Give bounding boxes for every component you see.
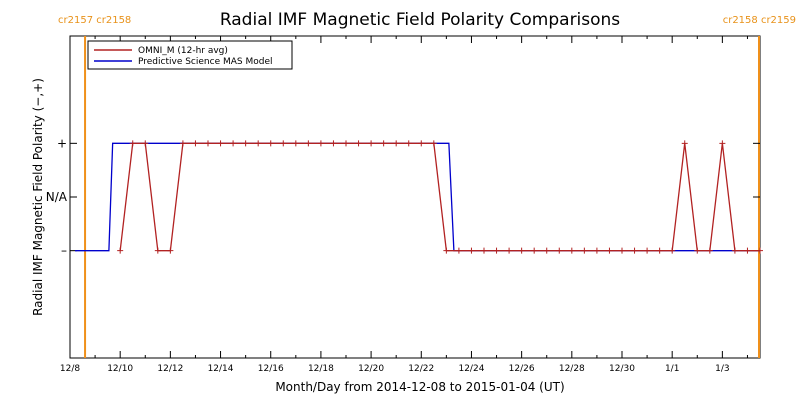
series-point xyxy=(142,140,149,147)
series-point xyxy=(267,140,274,147)
x-tick-label: 12/14 xyxy=(208,364,234,374)
series-point xyxy=(393,140,400,147)
series-point xyxy=(255,140,262,147)
series-point xyxy=(418,140,425,147)
series-point xyxy=(681,140,688,147)
series-point xyxy=(669,247,676,254)
x-tick-label: 12/18 xyxy=(308,364,334,374)
series-point xyxy=(129,140,136,147)
x-tick-label: 1/3 xyxy=(715,364,729,374)
series-point xyxy=(430,140,437,147)
x-tick-label: 12/20 xyxy=(358,364,384,374)
x-tick-label: 12/10 xyxy=(107,364,133,374)
series-point xyxy=(380,140,387,147)
series-point xyxy=(242,140,249,147)
series-point xyxy=(506,247,513,254)
series-point xyxy=(606,247,613,254)
cr-label-right: cr2158 cr2159 xyxy=(723,15,796,26)
legend-box xyxy=(87,40,293,70)
series-point xyxy=(292,140,299,147)
series-point xyxy=(368,140,375,147)
series-point xyxy=(694,247,701,254)
series-point xyxy=(531,247,538,254)
y-tick-label: + xyxy=(57,136,67,150)
series-point xyxy=(731,247,738,254)
y-axis-label: Radial IMF Magnetic Field Polarity (−,+) xyxy=(31,78,45,316)
series-point xyxy=(179,140,186,147)
series-point xyxy=(518,247,525,254)
series-point xyxy=(468,247,475,254)
series-point xyxy=(443,247,450,254)
x-tick-label: 12/26 xyxy=(509,364,535,374)
series-point xyxy=(117,247,124,254)
series-layer xyxy=(75,140,763,254)
series-point xyxy=(757,247,763,254)
legend-label: OMNI_M (12-hr avg) xyxy=(138,46,228,56)
series-point xyxy=(280,140,287,147)
series-point xyxy=(593,247,600,254)
series-point xyxy=(355,140,362,147)
series-point xyxy=(581,247,588,254)
series-point xyxy=(481,247,487,254)
x-tick-label: 12/28 xyxy=(559,364,585,374)
series-point xyxy=(568,247,575,254)
carrington-lines xyxy=(84,36,760,358)
series-point xyxy=(154,247,161,254)
x-axis-ticks: 12/8 12/10 12/12 12/14 12/16 12/18 12/20 12/22 1… xyxy=(60,36,748,374)
series-point xyxy=(656,247,663,254)
chart-title: Radial IMF Magnetic Field Polarity Compa… xyxy=(220,10,620,30)
legend: OMNI_M (12-hr avg)Predictive Science MAS… xyxy=(87,40,293,70)
y-tick-label: – xyxy=(61,244,67,258)
x-tick-label: 12/16 xyxy=(258,364,284,374)
series-point xyxy=(217,140,224,147)
series-point xyxy=(719,140,726,147)
series-point xyxy=(230,140,237,147)
y-tick-label: N/A xyxy=(46,190,68,204)
x-tick-label: 12/22 xyxy=(408,364,434,374)
series-line xyxy=(119,142,760,252)
series-point xyxy=(330,140,337,147)
series-point xyxy=(455,247,462,254)
series-point xyxy=(192,140,199,147)
x-tick-label: 12/8 xyxy=(60,364,80,374)
series-point xyxy=(205,140,211,147)
plot-frame xyxy=(69,35,761,359)
series-point xyxy=(343,140,349,147)
series-point xyxy=(305,140,312,147)
x-tick-label: 1/1 xyxy=(665,364,679,374)
x-axis-label: Month/Day from 2014-12-08 to 2015-01-04 … xyxy=(275,380,564,394)
series-line xyxy=(75,142,760,252)
series-point xyxy=(405,140,412,147)
series-point xyxy=(619,247,625,254)
series-point xyxy=(556,247,563,254)
x-tick-label: 12/24 xyxy=(458,364,484,374)
legend-label: Predictive Science MAS Model xyxy=(138,57,273,67)
series-point xyxy=(493,247,500,254)
series-point xyxy=(631,247,638,254)
series-point xyxy=(744,247,751,254)
series-point xyxy=(317,140,324,147)
series-point xyxy=(644,247,651,254)
cr-label-left: cr2157 cr2158 xyxy=(58,15,131,26)
x-tick-label: 12/30 xyxy=(609,364,635,374)
x-tick-label: 12/12 xyxy=(157,364,183,374)
y-axis-ticks: + N/A – xyxy=(46,136,760,258)
series-point xyxy=(543,247,550,254)
series-point xyxy=(167,247,174,254)
series-point xyxy=(706,247,713,254)
